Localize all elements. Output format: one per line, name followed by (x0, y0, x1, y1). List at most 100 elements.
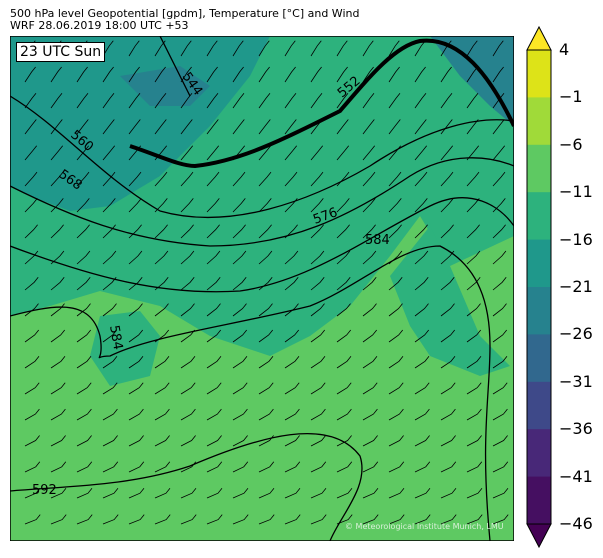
wind-barb (414, 408, 430, 421)
temperature-colorbar (526, 25, 552, 549)
wind-barb (76, 277, 91, 291)
wind-barb (232, 40, 244, 57)
wind-barb (440, 66, 452, 83)
wind-barb (388, 93, 401, 109)
wind-barb (128, 461, 145, 473)
wind-barb (258, 382, 274, 395)
wind-barb (362, 461, 379, 473)
wind-barb (492, 461, 509, 473)
colorbar-band (527, 381, 551, 430)
wind-barb (128, 224, 142, 239)
wind-barb (466, 250, 481, 265)
wind-barb (180, 40, 192, 57)
wind-barb (24, 93, 37, 109)
wind-barb (206, 224, 220, 239)
wind-barb (362, 277, 377, 291)
wind-barb (50, 382, 66, 395)
wind-barb (76, 198, 90, 213)
wind-barb (50, 119, 63, 135)
wind-barb (102, 408, 118, 421)
wind-barb (336, 329, 352, 343)
wind-barb (492, 435, 508, 447)
wind-barb (154, 119, 167, 135)
wind-barb (232, 435, 248, 447)
wind-barb (154, 66, 166, 83)
wind-barb (128, 329, 144, 343)
wind-barb (388, 40, 400, 57)
wind-barb (258, 277, 273, 291)
wind-barb (414, 303, 429, 317)
wind-barb (284, 356, 300, 369)
wind-barb (440, 329, 456, 343)
wind-barb (310, 93, 323, 109)
wind-barb (102, 93, 115, 109)
wind-barb (232, 303, 247, 317)
wind-barb (102, 356, 118, 369)
wind-barb (362, 487, 379, 499)
wind-barb (284, 487, 301, 499)
wind-barb (336, 277, 351, 291)
colorbar-tick-label: −41 (559, 466, 593, 486)
wind-barb (440, 93, 453, 109)
wind-barb (232, 461, 249, 473)
colorbar-tick-label: −31 (559, 371, 593, 391)
wind-barb (414, 198, 428, 213)
wind-barb (180, 171, 194, 187)
geopotential-contours (10, 36, 514, 541)
wind-barb (492, 356, 508, 369)
wind-barb (388, 224, 402, 239)
wind-barb (206, 356, 222, 369)
wind-barb (232, 356, 248, 369)
wind-barb (414, 224, 428, 239)
wind-barb (492, 487, 509, 499)
wind-barb (310, 224, 324, 239)
wind-barb (336, 514, 353, 525)
wind-barb (102, 224, 116, 239)
wind-barb (154, 224, 168, 239)
wind-barb (284, 514, 301, 525)
map-plot: 544 552 560 568 576 584 584 592 (10, 36, 514, 541)
wind-barb (466, 224, 480, 239)
wind-barb (440, 277, 455, 291)
contour-592 (10, 432, 363, 541)
wind-barb (76, 171, 90, 187)
wind-barb (76, 329, 92, 343)
wind-barb (128, 408, 144, 421)
wind-barb (206, 66, 218, 83)
wind-barb (310, 66, 322, 83)
wind-barb (310, 356, 326, 369)
wind-barb (50, 329, 66, 343)
wind-barb (102, 303, 117, 317)
wind-barb (492, 277, 507, 291)
wind-barb (128, 66, 140, 83)
wind-barb (258, 356, 274, 369)
wind-barb (336, 461, 353, 473)
wind-barb (284, 250, 299, 265)
wind-barb (180, 119, 193, 135)
wind-barb (128, 514, 145, 525)
contour-552 (129, 38, 514, 169)
wind-barb (466, 93, 479, 109)
wind-barb (50, 461, 67, 473)
wind-barb (232, 198, 246, 213)
wind-barb (232, 171, 246, 187)
colorbar-band (527, 97, 551, 146)
wind-barb (310, 250, 325, 265)
wind-barb (414, 435, 430, 447)
wind-barb (154, 382, 170, 395)
wind-barb (258, 408, 274, 421)
wind-barb (492, 329, 508, 343)
wind-barb (154, 435, 170, 447)
wind-barb (284, 66, 296, 83)
wind-barb (76, 382, 92, 395)
wind-barb (50, 224, 64, 239)
wind-barb (310, 145, 324, 161)
colorbar-tick-label: −1 (559, 87, 583, 107)
wind-barb (388, 461, 405, 473)
wind-barb (362, 145, 376, 161)
wind-barb (284, 329, 300, 343)
wind-barb (388, 119, 401, 135)
wind-barb (76, 487, 93, 499)
wind-barb (206, 93, 219, 109)
wind-barb (128, 93, 141, 109)
